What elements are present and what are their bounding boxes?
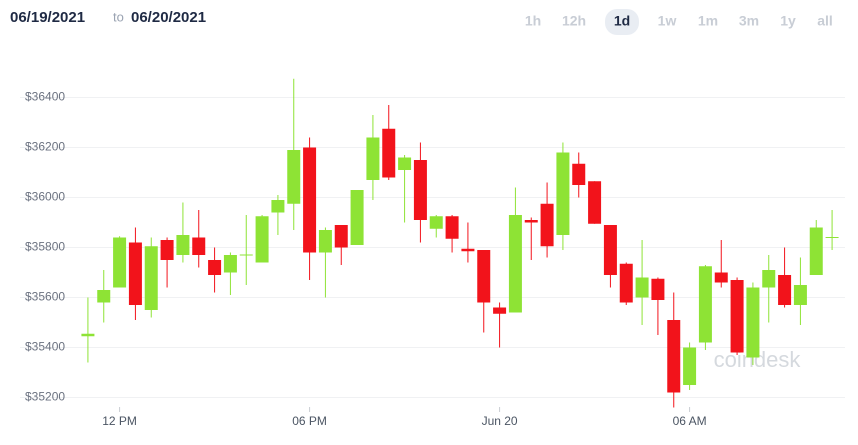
candle-body (524, 220, 538, 223)
candle-body (635, 277, 649, 298)
candle-body (413, 160, 427, 220)
range-button[interactable]: all (817, 13, 833, 29)
candle-body (366, 137, 380, 180)
candle-body (540, 203, 554, 247)
candle-body (493, 307, 507, 314)
candle-body (651, 278, 665, 300)
candle-body (793, 285, 807, 305)
candle-body (714, 272, 728, 283)
candle-body (445, 216, 459, 239)
candle-body (303, 147, 317, 253)
candle-body (287, 150, 301, 204)
y-tick-label: $36000 (25, 190, 65, 204)
candle-body (778, 275, 792, 305)
candle-body (255, 216, 269, 263)
candle-body (508, 215, 522, 313)
candle-body (239, 254, 253, 256)
candle-body (223, 255, 237, 273)
y-tick-label: $35800 (25, 240, 65, 254)
date-to-word: to (113, 9, 124, 24)
candle-body (588, 181, 602, 224)
candle-body (144, 246, 158, 310)
candle-body (350, 190, 364, 245)
candle-body (603, 225, 617, 275)
candle-body (192, 237, 206, 255)
range-button[interactable]: 12h (562, 13, 586, 29)
y-tick-label: $36400 (25, 90, 65, 104)
candle-body (81, 333, 95, 337)
date-from: 06/19/2021 (10, 9, 85, 26)
range-button[interactable]: 1h (525, 13, 541, 29)
candle-body (271, 200, 285, 213)
candle-body (762, 270, 776, 288)
range-button[interactable]: 3m (739, 13, 759, 29)
y-tick-label: $36200 (25, 140, 65, 154)
y-tick-label: $35600 (25, 290, 65, 304)
candle-body (698, 266, 712, 343)
range-button[interactable]: 1y (780, 13, 796, 29)
candle-body (429, 216, 443, 229)
x-tick-label: 12 PM (102, 414, 137, 428)
range-selector: 1h 12h 1d 1w 1m 3m 1y all (525, 9, 833, 35)
candle-body (825, 237, 839, 238)
candle-body (113, 237, 127, 288)
candle-body (572, 163, 586, 185)
x-tick-label: 06 AM (673, 414, 707, 428)
candle-body (477, 250, 491, 303)
candle-body (160, 240, 174, 260)
candle-body (398, 157, 412, 170)
candle-body (318, 230, 332, 253)
date-to: 06/20/2021 (131, 9, 206, 26)
candle-body (619, 263, 633, 303)
candle-body (809, 227, 823, 275)
x-tick-label: 06 PM (292, 414, 327, 428)
candle-body (128, 242, 142, 305)
range-button[interactable]: 1w (658, 13, 677, 29)
candle-body (667, 320, 681, 393)
y-tick-label: $35200 (25, 390, 65, 404)
candle-body (683, 347, 697, 385)
x-tick-label: Jun 20 (482, 414, 518, 428)
candle-body (461, 248, 475, 252)
y-tick-label: $35400 (25, 340, 65, 354)
candle-body (730, 280, 744, 353)
range-button[interactable]: 1m (698, 13, 718, 29)
range-highlight (605, 9, 639, 35)
range-button[interactable]: 1d (614, 13, 630, 29)
candle-body (334, 225, 348, 248)
candle-body (208, 260, 222, 275)
candle-body (382, 128, 396, 178)
candle-body (97, 290, 111, 303)
candle-body (556, 152, 570, 235)
candle-body (746, 287, 760, 358)
candle-body (176, 235, 190, 255)
